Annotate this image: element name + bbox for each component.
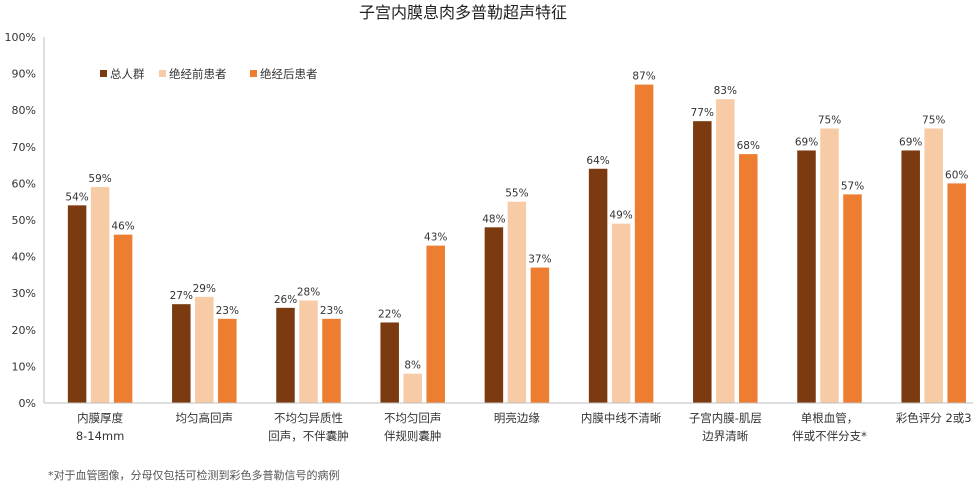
data-label: 64% [586, 155, 609, 167]
bar [924, 128, 943, 403]
y-axis: 0% 10% 20% 30% 40% 50% 60% 70% 80% 90% 100% [5, 31, 45, 410]
bar [322, 318, 341, 403]
data-label: 77% [691, 107, 714, 119]
data-label: 49% [609, 210, 632, 222]
legend-label: 总人群 [110, 67, 145, 81]
legend-label: 绝经后患者 [260, 67, 318, 81]
bar [299, 300, 318, 403]
data-label: 75% [922, 115, 945, 127]
data-label: 23% [320, 305, 343, 317]
data-label: 87% [632, 71, 655, 83]
data-label: 37% [528, 254, 551, 266]
chart-title: 子宫内膜息肉多普勒超声特征 [359, 3, 567, 22]
legend-item: 总人群 [100, 67, 145, 81]
bar [380, 322, 399, 403]
bar [716, 99, 735, 403]
y-tick-label: 0% [19, 397, 36, 410]
y-tick-label: 60% [12, 177, 36, 190]
bar [113, 234, 133, 403]
bar [530, 267, 550, 403]
data-label: 69% [795, 136, 818, 148]
bar [634, 84, 654, 403]
data-label: 28% [297, 287, 320, 299]
data-label: 59% [88, 173, 111, 185]
x-tick-label: 不均匀异质性回声，不伴囊肿 [268, 411, 349, 443]
data-label: 48% [482, 213, 505, 225]
legend: 总人群 绝经前患者 绝经后患者 [100, 67, 318, 81]
y-tick-label: 100% [5, 31, 36, 44]
bar [611, 223, 631, 403]
bar [218, 318, 237, 403]
data-label: 83% [714, 85, 737, 97]
data-label: 55% [505, 188, 528, 200]
y-tick-label: 40% [12, 251, 36, 264]
y-tick-label: 30% [12, 287, 36, 300]
bar [947, 183, 966, 403]
data-label: 60% [945, 169, 968, 181]
bar [507, 201, 527, 403]
y-tick-label: 20% [12, 324, 36, 337]
y-tick-label: 50% [12, 214, 36, 227]
data-label: 54% [65, 191, 88, 203]
bar [739, 154, 758, 403]
bar [195, 296, 214, 403]
bar [693, 121, 712, 404]
x-tick-label: 彩色评分 2或3 [896, 411, 972, 425]
bar [90, 187, 110, 403]
data-label: 68% [737, 140, 760, 152]
legend-item: 绝经后患者 [250, 67, 318, 81]
bar [403, 373, 422, 403]
x-tick-label: 内膜中线不清晰 [581, 411, 662, 425]
data-label: 27% [170, 290, 193, 302]
bar [588, 168, 608, 403]
value-labels: 54%59%46%27%29%23%26%28%23% 22%8%43%48%55… [65, 71, 968, 372]
x-tick-label: 不均匀回声伴规则囊肿 [384, 411, 442, 443]
bar [276, 307, 295, 403]
bar [67, 205, 87, 403]
bar [172, 304, 191, 403]
bar [820, 128, 839, 403]
data-label: 22% [378, 308, 401, 320]
bar [797, 150, 816, 403]
data-label: 8% [404, 360, 421, 372]
legend-swatch [159, 70, 166, 77]
y-tick-label: 90% [12, 68, 36, 81]
y-tick-label: 70% [12, 141, 36, 154]
x-tick-label: 均匀高回声 [176, 411, 234, 425]
x-tick-label: 明亮边缘 [494, 411, 540, 425]
bar [484, 227, 504, 403]
data-label: 23% [216, 305, 239, 317]
data-label: 26% [274, 294, 297, 306]
data-label: 57% [841, 180, 864, 192]
data-label: 29% [193, 283, 216, 295]
data-label: 46% [111, 221, 134, 233]
x-tick-label: 子宫内膜-肌层边界清晰 [689, 411, 762, 443]
legend-swatch [250, 70, 257, 77]
legend-swatch [100, 70, 107, 77]
data-label: 75% [818, 115, 841, 127]
x-tick-label: 内膜厚度 8-14mm [76, 411, 125, 443]
legend-item: 绝经前患者 [159, 67, 227, 81]
bar [843, 194, 862, 403]
data-label: 43% [424, 232, 447, 244]
bars [67, 84, 966, 404]
y-tick-label: 10% [12, 360, 36, 373]
bar [426, 245, 445, 403]
legend-label: 绝经前患者 [169, 67, 227, 81]
y-tick-label: 80% [12, 104, 36, 117]
x-axis: 内膜厚度 8-14mm 均匀高回声 不均匀异质性回声，不伴囊肿 不均匀回声伴规则囊肿 明亮… [44, 402, 973, 443]
data-label: 69% [899, 136, 922, 148]
x-tick-label: 单根血管，伴或不伴分支* [792, 411, 867, 443]
footnote: *对于血管图像，分母仅包括可检测到彩色多普勒信号的病例 [48, 468, 340, 482]
bar [901, 150, 920, 403]
